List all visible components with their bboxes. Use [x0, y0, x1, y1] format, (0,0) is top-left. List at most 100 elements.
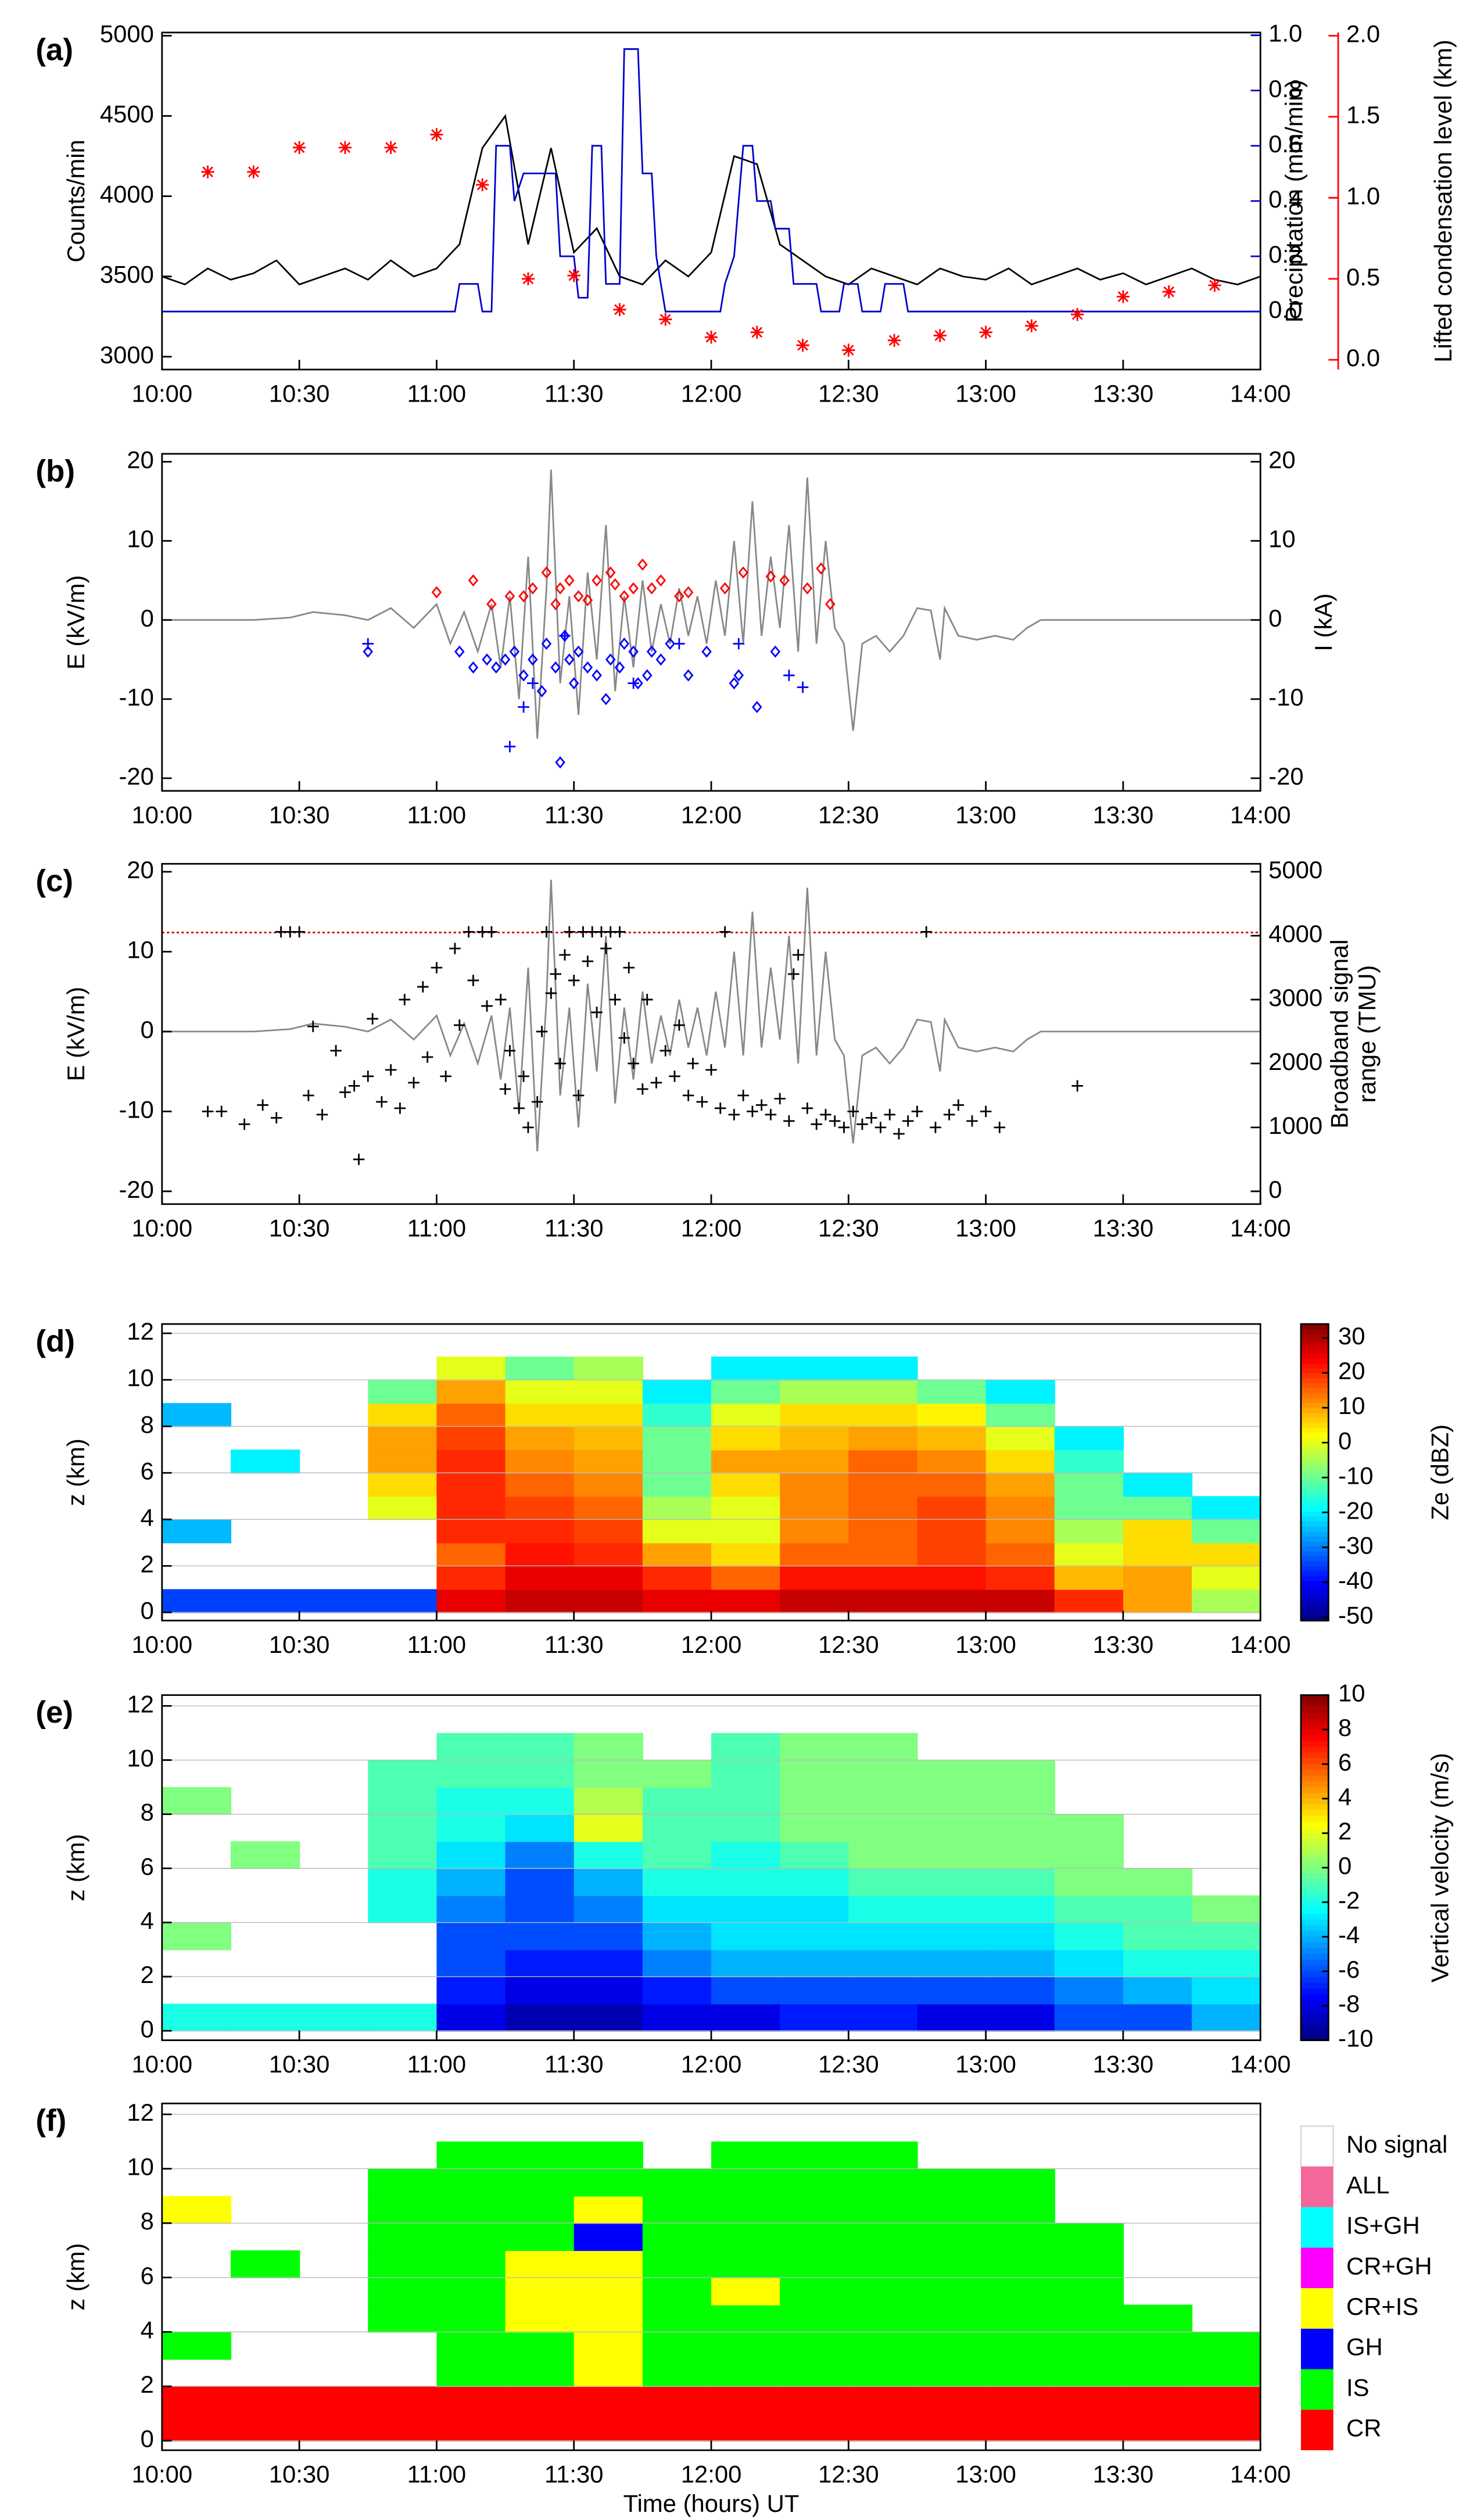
cell [917, 1566, 987, 1590]
cell [573, 1356, 643, 1381]
cell [780, 1473, 849, 1497]
plus-marker [376, 1096, 388, 1108]
cell [985, 1426, 1055, 1451]
colorbar-step [1300, 1948, 1329, 1955]
colorbar-step [1300, 2006, 1329, 2013]
cell [848, 2223, 918, 2251]
plus-marker [554, 1058, 566, 1069]
cell [1192, 1542, 1261, 1567]
plus-marker [755, 1099, 768, 1111]
cell [436, 2168, 506, 2197]
diamond-marker [665, 638, 675, 650]
cell [573, 2359, 643, 2387]
plus-marker [623, 962, 635, 973]
cell [436, 1403, 506, 1427]
cell [642, 1787, 712, 1815]
cell [985, 2250, 1055, 2278]
diamond-marker [582, 661, 593, 674]
cell [711, 1473, 781, 1497]
colorbar-step [1300, 1936, 1329, 1943]
cell [573, 1542, 643, 1567]
y-tick-label: 0.8 [1268, 75, 1302, 102]
plus-marker [513, 1102, 525, 1114]
cell [985, 1868, 1055, 1896]
cell [711, 2223, 781, 2251]
cell [848, 1426, 918, 1451]
colorbar-step [1300, 1437, 1329, 1444]
colorbar-step [1300, 1896, 1329, 1903]
cell [162, 2003, 232, 2032]
colorbar-step [1300, 1816, 1329, 1823]
y-tick-label: 10 [127, 936, 154, 964]
cell [780, 1496, 849, 1520]
diamond-marker [610, 578, 621, 591]
diamond-marker [528, 653, 538, 666]
colorbar-step [1300, 2000, 1329, 2007]
colorbar-tick-label: 30 [1338, 1322, 1365, 1350]
plus-marker [788, 968, 800, 980]
cell [711, 1922, 781, 1950]
cell [780, 2304, 849, 2333]
colorbar-step [1300, 1566, 1329, 1572]
y-tick-label: 0 [1268, 604, 1282, 632]
colorbar-step [1300, 1477, 1329, 1483]
cell [1192, 1949, 1261, 1978]
cell [1054, 1449, 1124, 1474]
legend-swatch [1300, 2247, 1334, 2289]
colorbar-step [1300, 1891, 1329, 1898]
diamond-marker [770, 645, 781, 658]
cell [780, 2386, 849, 2414]
cell [917, 2277, 987, 2306]
y-tick-label: 12 [127, 2099, 154, 2126]
cell [573, 1949, 643, 1978]
panel: (f) 10:00 10:30 11:00 11:30 12:00 12:30 13:00 13… [35, 2099, 1447, 2517]
x-tick-label: 14:00 [1230, 2050, 1291, 2078]
cell [573, 1380, 643, 1404]
panel-label: (d) [35, 1325, 75, 1359]
x-tick-label: 13:30 [1093, 2050, 1154, 2078]
plus-marker [257, 1099, 268, 1111]
cell [985, 1814, 1055, 1842]
colorbar-step [1300, 1383, 1329, 1390]
colorbar-step [1300, 1324, 1329, 1330]
x-tick-label: 11:30 [544, 1214, 604, 1241]
colorbar-frame [1300, 1323, 1329, 1621]
diamond-marker [536, 685, 547, 697]
cell [1192, 1977, 1261, 2004]
plus-marker [966, 1115, 978, 1127]
cell [368, 1449, 438, 1474]
plus-marker [559, 949, 571, 961]
star-marker [1071, 307, 1084, 321]
y-tick-label: 12 [127, 1318, 154, 1345]
y-tick-label: 0 [141, 1016, 154, 1043]
cell [780, 2141, 849, 2170]
plus-marker [874, 1122, 887, 1133]
plus-marker [303, 1090, 314, 1101]
cell [917, 1868, 987, 1896]
colorbar-tick-label: -40 [1338, 1566, 1373, 1594]
y-tick-label: 0.4 [1268, 185, 1302, 213]
cell [985, 2304, 1055, 2333]
plot-area [162, 48, 1261, 357]
cell [162, 1787, 232, 1815]
cell [917, 2168, 987, 2197]
cell [917, 1380, 987, 1404]
cell [1054, 1977, 1124, 2004]
plus-marker [659, 1045, 672, 1057]
star-marker [659, 313, 672, 326]
legend-label: ALL [1346, 2171, 1389, 2199]
cell [780, 2413, 849, 2442]
plus-marker [431, 962, 443, 973]
y-axis-label: range (TMU) [1353, 965, 1381, 1103]
cell [985, 1449, 1055, 1474]
cell [642, 2413, 712, 2442]
x-tick-label: 10:00 [132, 801, 193, 828]
plus-marker [801, 1102, 813, 1114]
colorbar-step [1300, 1591, 1329, 1597]
diamond-marker [454, 645, 465, 658]
cell [642, 1403, 712, 1427]
legend-label: No signal [1346, 2131, 1447, 2158]
cell [368, 1473, 438, 1497]
colorbar-step [1300, 1482, 1329, 1488]
cell [711, 2386, 781, 2414]
